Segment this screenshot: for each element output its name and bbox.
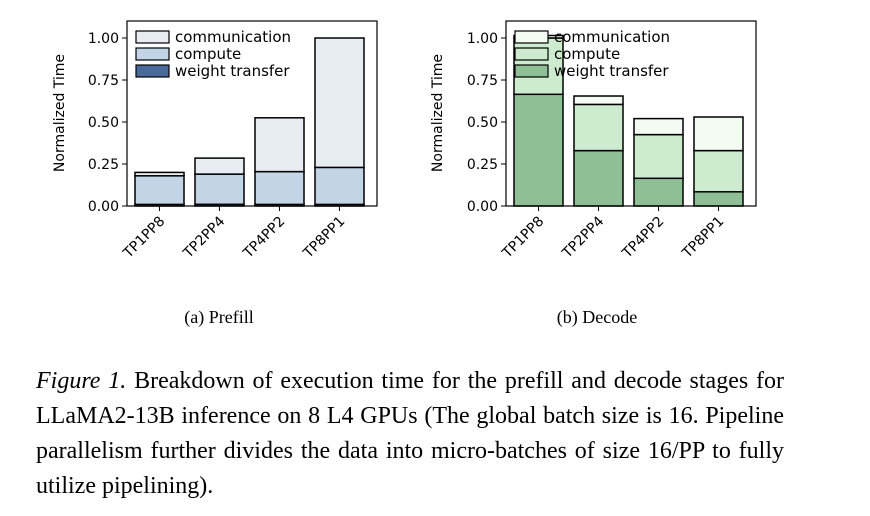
- legend-swatch-weight-transfer: [135, 64, 170, 78]
- legend-label-compute: compute: [554, 45, 620, 63]
- legend-label-compute: compute: [175, 45, 241, 63]
- bar-weight-transfer-tp1pp8: [513, 93, 564, 207]
- x-tick-label: TP1PP8: [499, 214, 548, 263]
- decode-chart: TP1PP8 TP2PP4 TP4PP2 TP8PP1 0.00 0.25 0.50 0.75…: [430, 20, 757, 263]
- x-tick-label: TP4PP2: [240, 214, 289, 263]
- bar-compute-tp4pp2: [633, 133, 684, 180]
- legend-label-communication: communication: [175, 28, 291, 46]
- bar-weight-transfer-tp8pp1: [693, 190, 744, 207]
- y-tick-label: 0.50: [88, 115, 119, 131]
- figure-label: Figure 1.: [36, 368, 127, 394]
- subcaption-decode: (b) Decode: [556, 307, 638, 327]
- legend-swatch-communication: [514, 30, 549, 44]
- subcaption-prefill: (a) Prefill: [184, 307, 254, 327]
- x-tick-label: TP2PP4: [559, 213, 608, 262]
- bar-communication-tp1pp8: [134, 171, 185, 177]
- x-tick-label: TP1PP8: [120, 214, 169, 263]
- figure-caption: Figure 1. Breakdown of execution time fo…: [36, 364, 784, 504]
- bar-communication-tp8pp1: [314, 37, 365, 169]
- bar-weight-transfer-tp4pp2: [633, 177, 684, 207]
- y-tick-label: 0.00: [88, 199, 119, 215]
- legend-label-communication: communication: [554, 28, 670, 46]
- y-tick-label: 1.00: [88, 31, 119, 47]
- bar-communication-tp2pp4: [573, 95, 624, 106]
- bar-weight-transfer-tp2pp4: [573, 149, 624, 207]
- caption-text: Breakdown of execution time for the pref…: [36, 368, 784, 499]
- y-tick-label: 0.75: [88, 73, 119, 89]
- y-tick-label: 0.50: [467, 115, 498, 131]
- bar-compute-tp2pp4: [573, 103, 624, 152]
- y-tick-label: 0.25: [88, 157, 119, 173]
- legend-swatch-compute: [135, 47, 170, 61]
- bar-compute-tp8pp1: [314, 166, 365, 206]
- y-tick-label: 0.75: [467, 73, 498, 89]
- y-tick-label: 1.00: [467, 31, 498, 47]
- bar-communication-tp4pp2: [633, 117, 684, 136]
- bar-compute-tp8pp1: [693, 149, 744, 193]
- legend-swatch-weight-transfer: [514, 64, 549, 78]
- y-tick-label: 0.25: [467, 157, 498, 173]
- legend-swatch-compute: [514, 47, 549, 61]
- bar-compute-tp1pp8: [134, 175, 185, 206]
- prefill-chart: TP1PP8 TP2PP4 TP4PP2 TP8PP1 0.00 0.25 0.50 0.75…: [52, 20, 378, 263]
- y-axis-label: Normalized Time: [430, 54, 446, 172]
- bar-compute-tp4pp2: [254, 170, 305, 206]
- bar-communication-tp8pp1: [693, 116, 744, 152]
- plot-frame: [505, 20, 757, 207]
- legend-label-weight-transfer: weight transfer: [175, 62, 290, 80]
- x-tick-label: TP8PP1: [300, 214, 349, 263]
- y-tick-label: 0.00: [467, 199, 498, 215]
- x-tick-label: TP4PP2: [619, 214, 668, 263]
- bar-communication-tp2pp4: [194, 157, 245, 175]
- x-tick-label: TP2PP4: [180, 213, 229, 262]
- plot-frame: [126, 20, 378, 207]
- x-tick-label: TP8PP1: [679, 214, 728, 263]
- figure-charts: TP1PP8 TP2PP4 TP4PP2 TP8PP10.000.250.500.75…: [52, 20, 757, 263]
- bar-communication-tp4pp2: [254, 117, 305, 173]
- y-axis-label: Normalized Time: [52, 54, 68, 172]
- bar-compute-tp2pp4: [194, 173, 245, 206]
- legend-label-weight-transfer: weight transfer: [554, 62, 669, 80]
- legend-swatch-communication: [135, 30, 170, 44]
